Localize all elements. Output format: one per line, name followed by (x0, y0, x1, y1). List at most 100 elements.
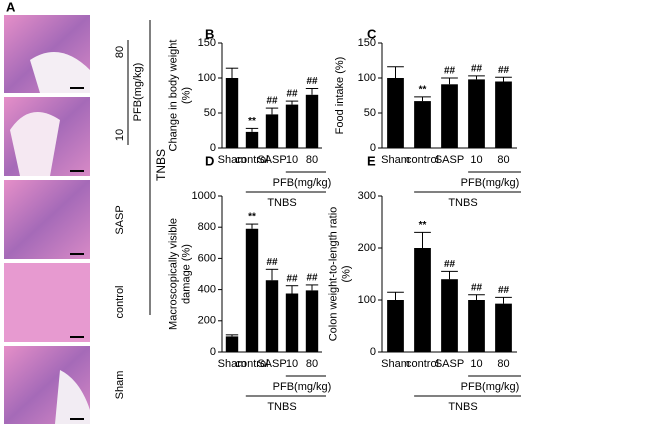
bar (245, 131, 259, 148)
panel-label: D (205, 153, 214, 168)
x-tick-label: 10 (286, 358, 298, 370)
group-label: TNBS (448, 401, 477, 413)
x-tick-label: Sham (381, 154, 410, 166)
error-bar (245, 223, 259, 229)
significance-label: ** (419, 85, 427, 96)
bar (285, 104, 299, 148)
y-tick-label: 50 (364, 107, 376, 119)
y-tick-label: 150 (198, 37, 216, 49)
significance-label: ** (248, 212, 256, 223)
y-tick-label: 100 (198, 72, 216, 84)
group-label: PFB(mg/kg) (461, 381, 520, 393)
significance-label: ## (266, 257, 278, 268)
significance-label: ## (444, 66, 456, 77)
lumen (55, 370, 90, 424)
image-label: Sham (114, 371, 126, 400)
bar (245, 228, 259, 352)
panel-label: A (6, 0, 16, 14)
histology-image (4, 263, 90, 342)
bar (305, 94, 319, 148)
y-tick-label: 200 (358, 242, 376, 254)
bar (265, 114, 279, 148)
bar (441, 84, 458, 148)
x-tick-label: Sham (381, 358, 410, 370)
error-bar (285, 100, 299, 105)
x-tick-label: SASP (435, 154, 464, 166)
bar (265, 280, 279, 352)
bar (225, 336, 239, 352)
error-bar (495, 76, 512, 82)
y-tick-label: 400 (198, 284, 216, 296)
chart: B Change in body weight(%) 0 50 100 150 Sham **… (167, 26, 331, 208)
x-tick-label: 10 (286, 154, 298, 166)
significance-label: ## (498, 285, 510, 296)
y-tick-label: 0 (370, 346, 376, 358)
y-tick-label: 1000 (192, 190, 216, 202)
bar (441, 279, 458, 352)
error-bar (441, 270, 458, 280)
error-bar (265, 268, 279, 281)
y-tick-label: 0 (370, 142, 376, 154)
error-bar (414, 231, 431, 248)
panel-label: C (367, 26, 377, 41)
significance-label: ** (419, 220, 427, 231)
group-label: PFB(mg/kg) (132, 63, 144, 122)
error-bar (225, 67, 239, 78)
x-tick-label: 10 (470, 154, 482, 166)
significance-label: ## (286, 89, 298, 100)
chart: C Food intake (%) 0 50 100 150 Sham ** control ##… (334, 26, 521, 209)
significance-label: ## (471, 64, 483, 75)
error-bar (468, 75, 485, 80)
y-tick-label: 300 (358, 190, 376, 202)
y-tick-label: 0 (210, 346, 216, 358)
x-tick-label: 80 (497, 154, 509, 166)
bar (495, 303, 512, 352)
x-tick-label: SASP (257, 358, 286, 370)
bar (387, 300, 404, 352)
bar (468, 300, 485, 352)
dose-label: 80 (114, 46, 126, 58)
y-tick-label: 200 (198, 315, 216, 327)
lumen (30, 52, 90, 93)
group-label: TNBS (267, 197, 296, 209)
error-bar (265, 107, 279, 115)
chart: E Colon weight-to-length ratio(%) 0 100 200 3… (327, 153, 521, 413)
y-tick-label: 50 (204, 107, 216, 119)
y-axis-label: Food intake (%) (334, 57, 346, 135)
panel-a: A 80 10 PFB(mg/kg) TNBS SASP control Sha… (4, 0, 168, 424)
histology-image (4, 180, 90, 259)
error-bar (495, 296, 512, 304)
error-bar (387, 66, 404, 78)
bar (414, 101, 431, 148)
error-bar (441, 77, 458, 85)
x-tick-label: 80 (306, 358, 318, 370)
error-bar (414, 96, 431, 102)
x-tick-label: 10 (470, 358, 482, 370)
y-axis-label: Change in body weight(%) (167, 40, 192, 152)
bar (387, 78, 404, 148)
dose-label: 10 (114, 129, 126, 141)
x-tick-label: control (406, 154, 439, 166)
chart: D Macroscopically visibledamage (%) 0 200 40… (167, 153, 331, 412)
error-bar (387, 291, 404, 300)
significance-label: ## (498, 65, 510, 76)
x-tick-label: 80 (497, 358, 509, 370)
y-tick-label: 600 (198, 252, 216, 264)
image-label: SASP (114, 205, 126, 234)
bar (305, 290, 319, 352)
bar (414, 248, 431, 352)
group-label: PFB(mg/kg) (273, 381, 332, 393)
image-label: control (114, 285, 126, 318)
x-tick-label: control (406, 358, 439, 370)
significance-label: ## (444, 259, 456, 270)
significance-label: ** (248, 116, 256, 127)
error-bar (468, 294, 485, 300)
error-bar (225, 334, 239, 337)
x-tick-label: Sham (218, 358, 247, 370)
group-label: PFB(mg/kg) (273, 177, 332, 189)
error-bar (305, 284, 319, 291)
x-tick-label: Sham (218, 154, 247, 166)
error-bar (285, 285, 299, 294)
significance-label: ## (306, 273, 318, 284)
y-tick-label: 100 (358, 72, 376, 84)
